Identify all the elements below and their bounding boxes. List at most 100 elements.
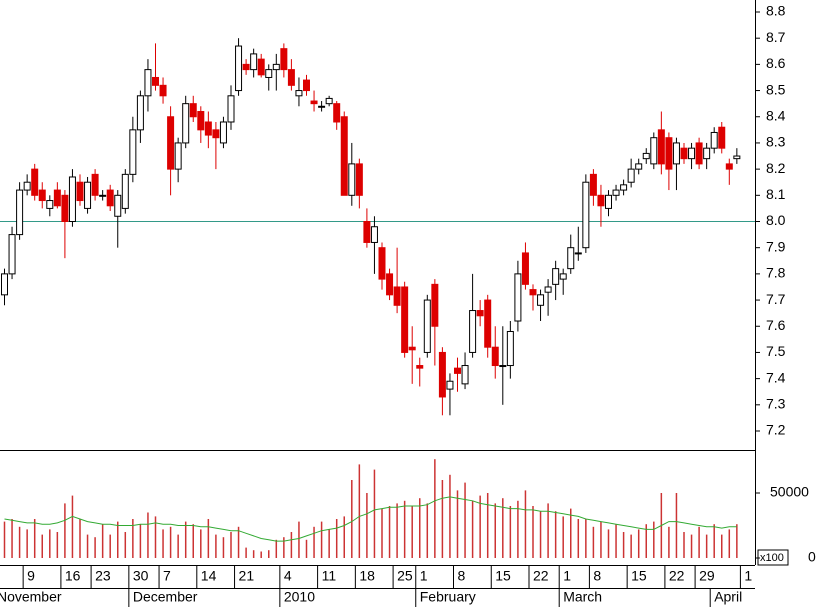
x-tick-label: 8	[458, 568, 466, 584]
y-tick-label: 8.2	[766, 160, 786, 176]
candle-body	[16, 189, 24, 236]
candle-body	[295, 90, 303, 97]
candle-body	[287, 69, 295, 86]
candle-body	[386, 273, 394, 296]
candle-body	[454, 367, 461, 374]
candle-body	[242, 63, 250, 71]
x-tick-label: 25	[397, 568, 413, 584]
y-tick-label: 8.5	[766, 81, 786, 97]
candle-body	[318, 105, 326, 108]
candle-body	[348, 163, 356, 196]
candle-body	[106, 189, 114, 207]
candle-body	[469, 310, 477, 353]
month-label: 2010	[284, 589, 315, 605]
x-tick-label: 18	[359, 568, 375, 584]
candle-body	[620, 184, 628, 191]
candle-body	[605, 194, 612, 209]
candle-body	[144, 69, 152, 97]
candle-body	[174, 142, 182, 170]
candle-body	[378, 247, 386, 280]
x-tick-label: 8	[593, 568, 601, 584]
candle-body	[537, 294, 545, 306]
candle-body	[499, 365, 507, 368]
candle-body	[672, 142, 680, 165]
candle-body	[340, 116, 348, 196]
x-tick-label: 14	[201, 568, 217, 584]
y-tick-label: 8.1	[766, 186, 786, 202]
x-tick-label: 7	[163, 568, 171, 584]
candle-body	[370, 226, 378, 243]
candle-body	[167, 116, 175, 170]
candle-body	[650, 137, 658, 165]
candle-body	[8, 234, 16, 275]
y-tick-label: 8.4	[766, 107, 786, 123]
candle-body	[597, 194, 605, 207]
candle-body	[84, 181, 92, 209]
y-tick-label: 8.7	[766, 29, 786, 45]
candle-body	[401, 286, 409, 353]
candle-body	[559, 273, 567, 280]
y-tick-label: 8.6	[766, 55, 786, 71]
candle-body	[431, 283, 439, 327]
candle-body	[506, 330, 514, 367]
candle-body	[733, 155, 741, 160]
y-tick-label: 7.7	[766, 291, 786, 307]
candle-body	[129, 129, 137, 175]
candle-body	[476, 310, 484, 317]
x-tick-label: 23	[95, 568, 111, 584]
month-label: December	[133, 589, 198, 605]
candle-body	[438, 351, 446, 398]
y-tick-label: 7.4	[766, 369, 786, 385]
candle-body	[1, 273, 8, 296]
candle-body	[152, 76, 159, 86]
candle-body	[574, 252, 582, 255]
x-tick-label: 4	[284, 568, 292, 584]
candle-body	[114, 194, 122, 217]
x-tick-label: 11	[322, 568, 337, 584]
y-tick-label: 8.8	[766, 3, 786, 19]
candle-body	[642, 152, 650, 160]
month-label: April	[714, 589, 742, 605]
candle-body	[393, 286, 401, 306]
candle-body	[665, 137, 673, 170]
candle-body	[303, 79, 310, 92]
candle-body	[363, 221, 371, 243]
candle-body	[99, 194, 107, 197]
candle-body	[189, 103, 197, 118]
volume-tick-label: 50000	[770, 484, 809, 500]
candle-body	[23, 181, 31, 191]
x-tick-label: 9	[27, 568, 35, 584]
x-tick-label: 21	[239, 568, 255, 584]
candle-body	[627, 168, 635, 183]
y-tick-label: 7.6	[766, 317, 786, 333]
x-tick-label: 15	[495, 568, 511, 584]
candle-body	[310, 100, 318, 105]
candle-body	[212, 129, 220, 139]
candle-body	[484, 299, 492, 348]
x-tick-label: 15	[631, 568, 647, 584]
y-tick-label: 8.3	[766, 134, 786, 150]
candle-body	[544, 286, 552, 293]
candle-body	[635, 163, 643, 170]
month-label: February	[420, 589, 476, 605]
candle-body	[68, 176, 76, 222]
volume-unit: x100	[760, 552, 784, 564]
candle-body	[680, 147, 688, 160]
x-tick-label: 1	[563, 568, 571, 584]
candle-body	[136, 95, 144, 131]
candle-body	[703, 147, 711, 160]
candle-body	[529, 289, 537, 296]
x-tick-label: 16	[65, 568, 81, 584]
month-label: March	[563, 589, 602, 605]
x-tick-label: 22	[533, 568, 549, 584]
candle-body	[710, 131, 718, 149]
x-tick-label: 29	[699, 568, 715, 584]
candle-body	[725, 163, 733, 170]
x-tick-label: 30	[133, 568, 149, 584]
y-tick-label: 7.2	[766, 422, 786, 438]
candle-body	[197, 111, 205, 131]
y-tick-label: 7.8	[766, 265, 786, 281]
candle-body	[280, 48, 288, 71]
x-tick-label: 1	[744, 568, 752, 584]
